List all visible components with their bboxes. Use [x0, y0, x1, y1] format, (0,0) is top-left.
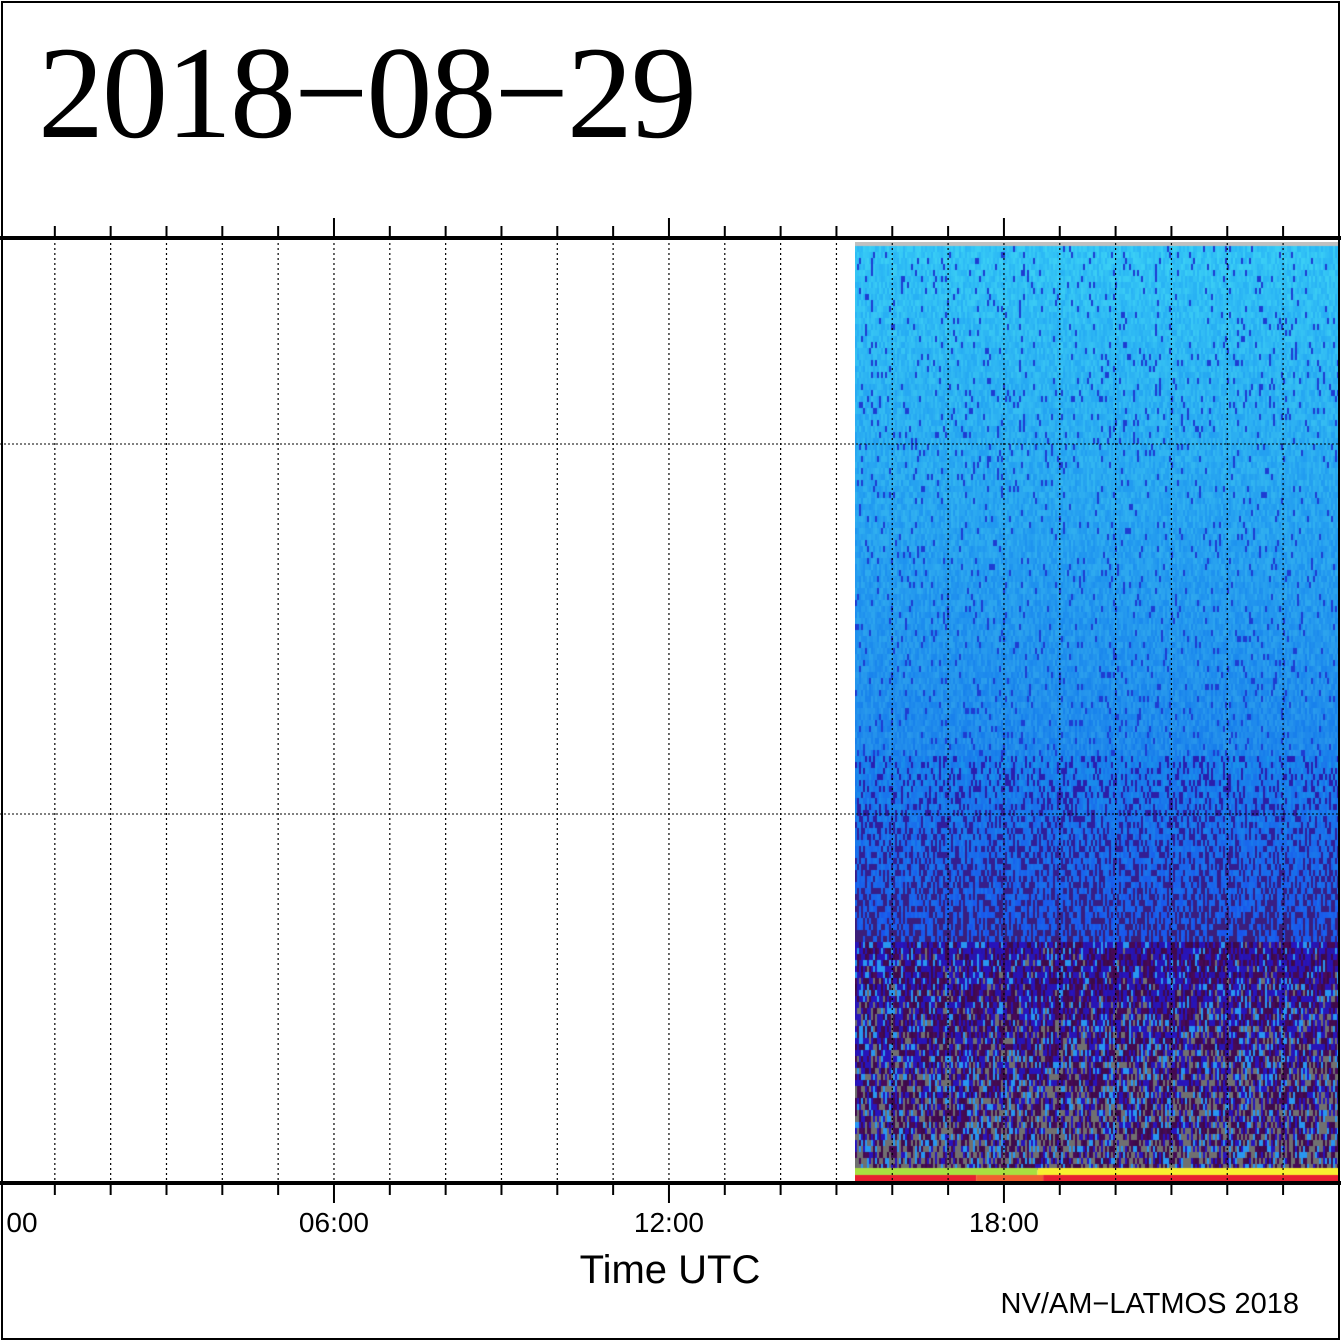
chart-title: 2018−08−29 — [38, 19, 697, 166]
x-tick-label: 18:00 — [968, 1207, 1039, 1238]
spectrogram-image — [854, 242, 1338, 1181]
x-axis-label: Time UTC — [579, 1248, 761, 1292]
credit-text: NV/AM−LATMOS 2018 — [1000, 1288, 1299, 1320]
x-tick-label: 06:00 — [298, 1207, 370, 1238]
x-tick-label: 00 — [6, 1207, 38, 1238]
x-tick-label: 12:00 — [633, 1207, 704, 1238]
